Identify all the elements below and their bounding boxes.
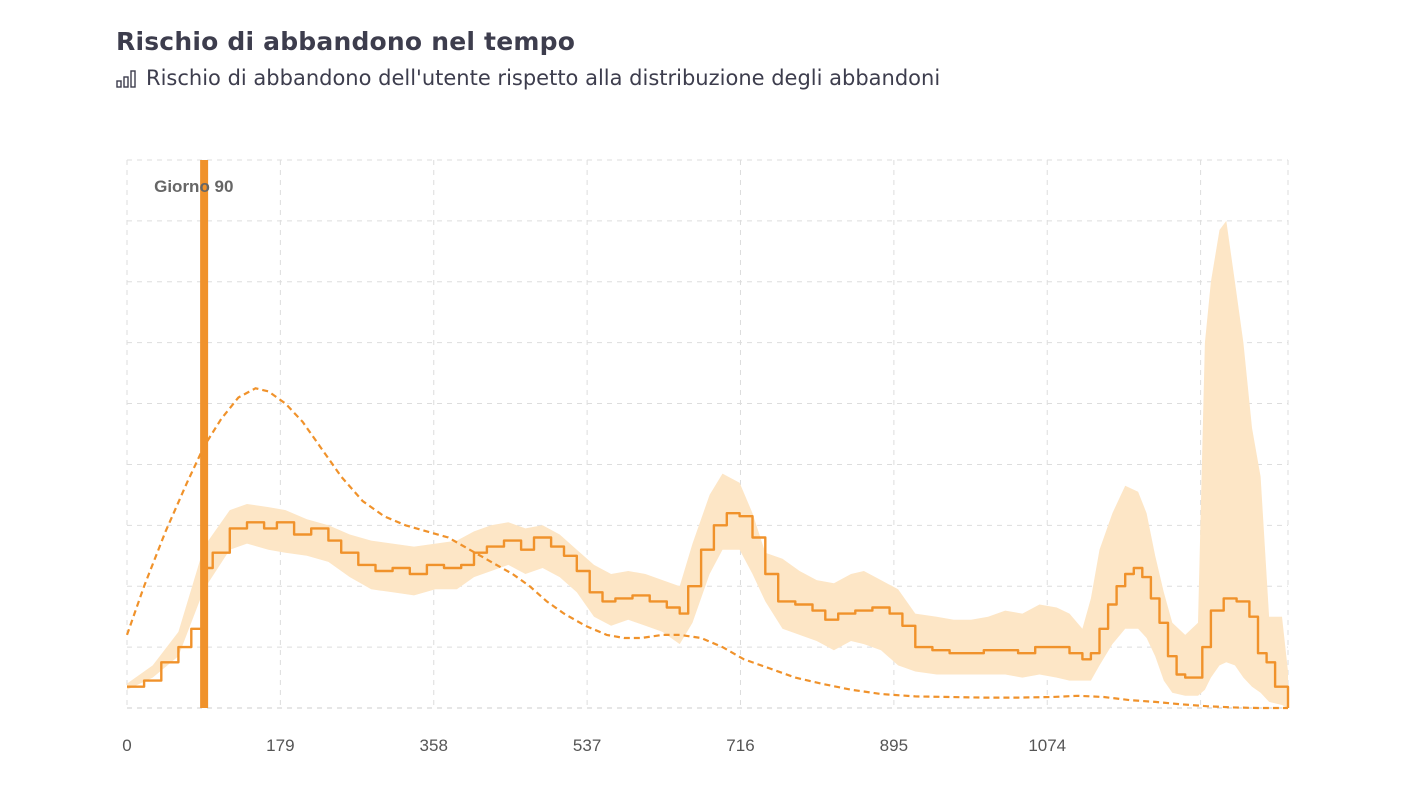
- confidence-band: [127, 220, 1288, 708]
- x-tick-label: 1074: [1028, 736, 1066, 755]
- chart-subtitle: Rischio di abbandono dell'utente rispett…: [116, 66, 940, 90]
- x-tick-label: 179: [266, 736, 294, 755]
- churn-risk-line: [127, 512, 1290, 708]
- day-90-marker-label: Giorno 90: [154, 177, 233, 196]
- x-tick-label: 537: [573, 736, 601, 755]
- x-tick-label: 0: [122, 736, 131, 755]
- x-tick-label: 895: [880, 736, 908, 755]
- day-marker: Giorno 90: [154, 160, 233, 708]
- x-axis: 0 179 358 537 716 895 1074: [122, 736, 1066, 755]
- churn-distribution-line: [125, 387, 1288, 710]
- x-tick-label: 716: [726, 736, 754, 755]
- chart-subtitle-text: Rischio di abbandono dell'utente rispett…: [146, 66, 941, 90]
- x-tick-label: 358: [420, 736, 448, 755]
- bar-chart-icon: [116, 68, 138, 88]
- chart-title: Rischio di abbandono nel tempo: [116, 27, 576, 56]
